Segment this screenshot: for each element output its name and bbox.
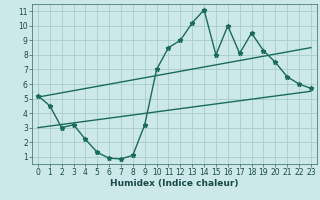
X-axis label: Humidex (Indice chaleur): Humidex (Indice chaleur) xyxy=(110,179,239,188)
